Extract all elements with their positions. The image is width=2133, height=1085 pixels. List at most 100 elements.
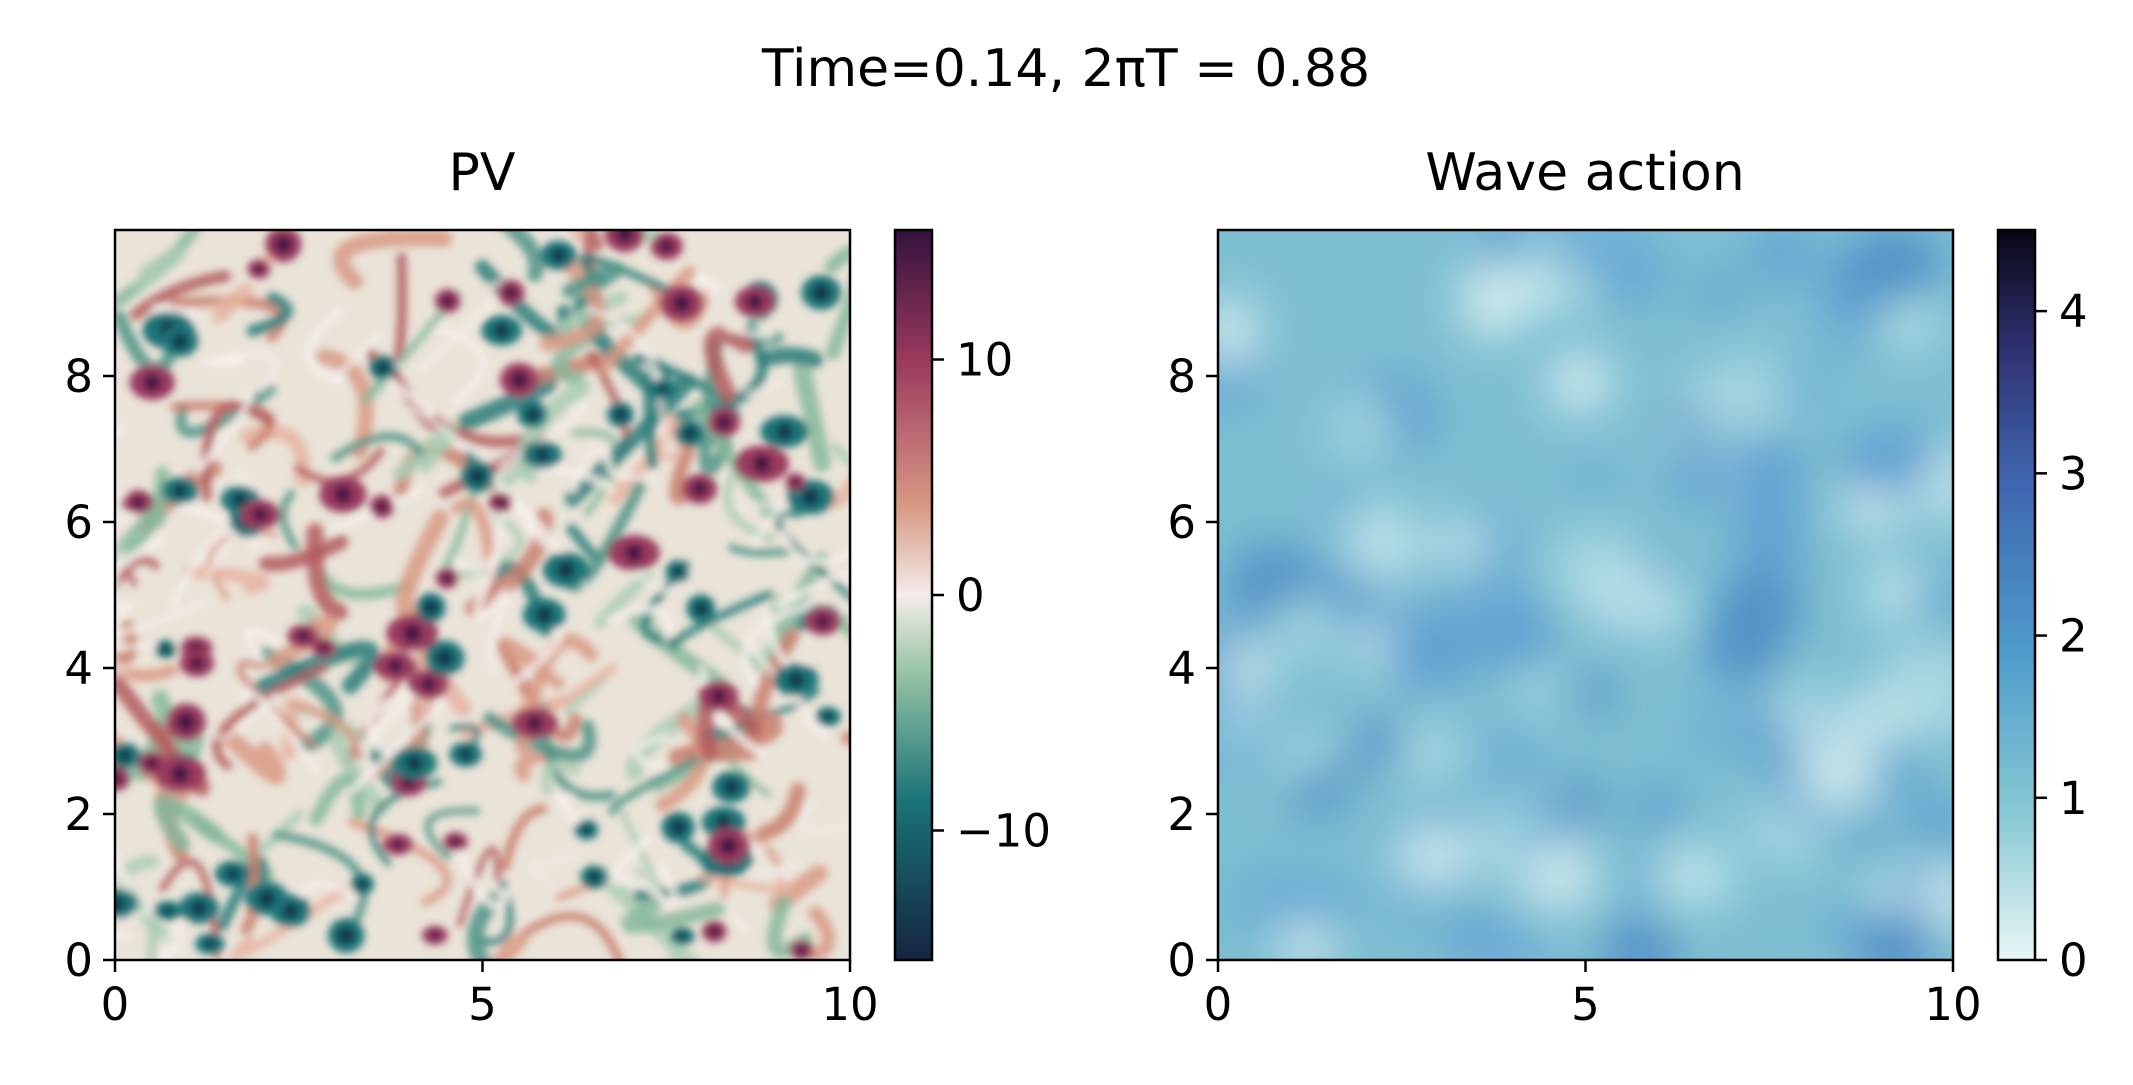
pv-filament [115,556,160,594]
wave-action-blob [1568,459,1619,505]
pv-filament [146,923,158,960]
pv-vortex-core [450,837,461,847]
pv-filament [115,933,131,942]
pv-filament [265,615,338,670]
pv-filament [530,856,581,881]
wave-action-blob [1669,449,1728,504]
pv-filament [444,514,525,583]
pv-filament [361,290,461,405]
pv-vortex-core [682,426,697,441]
pv-filament [836,614,850,639]
pv-vortex-core [274,235,293,254]
pv-filament [482,711,597,763]
pv-filament [691,400,776,519]
pv-filament [411,405,488,463]
wave-action-blob [1351,720,1412,771]
pv-filament [594,571,653,629]
pv-vortex-core [715,814,732,831]
pv-x-axis: 0 5 10 [101,960,879,1031]
pv-filament [365,688,416,758]
pv-vortex-core [282,902,299,919]
wave-action-blob [1662,401,1708,441]
pv-vortex-core [163,905,173,916]
pv-vortex-core [526,715,543,731]
pv-vortex-core [252,507,268,523]
pv-filament [608,415,684,505]
pv-filament [743,844,802,874]
pv-vortex-core [191,900,207,916]
wave-action-blob [1573,675,1617,713]
pv-vortex-core [581,825,592,835]
pv-filament [638,863,678,906]
pv-filament [211,283,254,324]
pv-filament [153,794,225,853]
pv-filament [742,603,811,688]
pv-vortex-core [441,573,453,584]
pv-vortex-core [319,643,329,653]
pv-vortex-core [430,930,440,940]
pv-vortex-core [557,561,575,579]
pv-filament [170,528,260,609]
wave-action-heatmap-field [1218,230,1953,960]
pv-filament [244,627,281,663]
wave-action-blob [1908,799,1953,851]
pv-filament [608,756,700,816]
pv-filament [203,353,245,367]
x-tick-label: 10 [1924,978,1981,1031]
pv-filament [115,658,178,682]
pv-filament [158,930,185,960]
pv-filament [758,347,823,368]
y-tick-label: 0 [64,934,93,987]
wave-action-blob [1546,349,1614,416]
pv-filament [512,625,564,686]
pv-vortex-core [815,614,830,629]
pv-vortex-core [525,407,540,422]
pv-filament [272,830,369,934]
pv-filament [571,446,614,494]
pv-filament [487,595,513,676]
y-tick-label: 6 [64,496,93,549]
pv-filament [539,250,607,352]
pv-vortex-core [233,492,247,507]
wave-action-blob [1702,610,1783,686]
pv-filament [316,348,374,460]
pv-filament [168,295,287,343]
pv-vortex-core [392,839,404,850]
pv-vortex-core [788,671,805,688]
wave-action-blob [1768,824,1822,868]
x-tick-label: 5 [468,978,497,1031]
pv-vortex-core [172,333,188,350]
pv-vortex-core [677,931,687,941]
pv-filament [318,572,413,600]
pv-filament [115,549,136,610]
pv-vortex-core [551,248,566,263]
pv-vortex [115,888,138,919]
wave-action-blob [1327,393,1396,463]
pv-vortex-core [376,500,388,513]
pv-filament [578,253,703,310]
pv-filament [745,377,787,396]
pv-filament [349,698,447,794]
pv-filament [333,230,453,290]
pv-filament [792,358,831,472]
colorbar-tick-label: 3 [2059,447,2088,500]
wave-action-blob [1474,724,1544,792]
pv-vortex-core [534,447,549,462]
colorbar-tick-label: 10 [956,334,1013,387]
pv-vortex-core [337,926,355,945]
wave-action-blob [1705,430,1805,515]
pv-filament [134,245,187,291]
pv-vortex-core [752,454,771,473]
pv-filament [115,569,138,588]
wave-action-blob [1864,872,1909,917]
pv-vortex-core [693,601,709,616]
pv-filament [416,281,506,373]
wave-action-blob [1381,603,1477,690]
pv-vortex-core [615,230,634,243]
wave-action-x-axis: 0 5 10 [1204,960,1982,1031]
wave-action-blob [1687,699,1746,760]
pv-filament [424,807,481,861]
wave-action-blob [1394,825,1471,888]
pv-filament [452,843,511,909]
pv-filament [649,406,684,461]
